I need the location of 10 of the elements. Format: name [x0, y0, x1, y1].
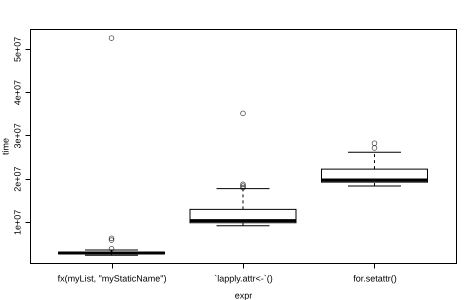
y-tick-label: 1e+07 — [12, 210, 22, 236]
y-tick-label: 3e+07 — [12, 123, 22, 149]
x-tick-label: fx(myList, "myStaticName") — [58, 274, 166, 284]
y-tick-label: 2e+07 — [12, 166, 22, 192]
y-tick-label: 5e+07 — [12, 36, 22, 62]
y-axis-title: time — [0, 138, 10, 156]
x-tick-label: for.setattr() — [353, 274, 397, 284]
x-tick-label: `lapply.attr<-`() — [214, 274, 273, 284]
x-axis-title: expr — [234, 290, 252, 300]
y-tick-label: 4e+07 — [12, 80, 22, 106]
